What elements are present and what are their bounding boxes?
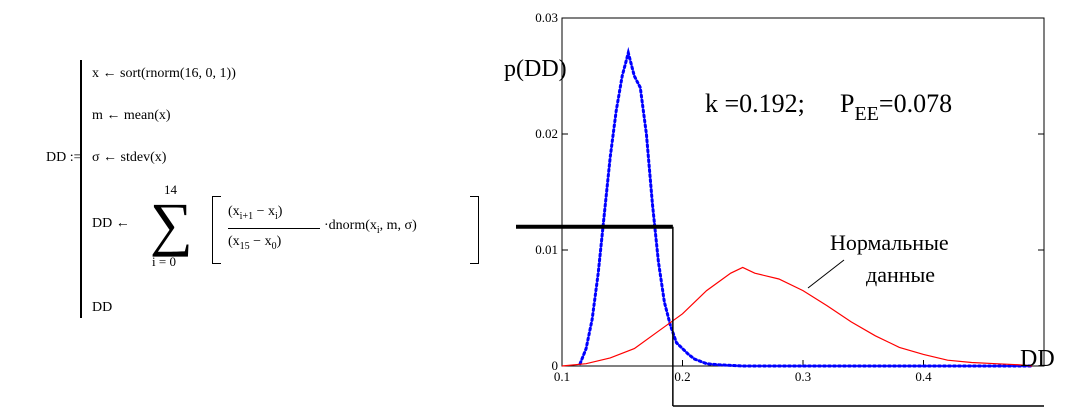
program-line-mean: m ← mean(x) (92, 108, 171, 123)
fraction-numerator: (xi+1 − xi) (228, 204, 283, 222)
x-tick-label: 0.4 (915, 369, 932, 384)
sum-lhs: DD ← (92, 216, 130, 231)
right-bracket (470, 196, 479, 264)
dnorm-call: ·dnorm(xi, m, σ) (324, 218, 417, 236)
program-bracket (80, 60, 82, 318)
y-tick-label: 0 (552, 358, 559, 373)
series-line-0 (578, 46, 1034, 368)
normal-label-line1: Нормальные (830, 230, 949, 255)
program-line-sort: x ← sort(rnorm(16, 0, 1)) (92, 66, 236, 81)
sum-upper-limit: 14 (164, 182, 177, 197)
sigma-sum-icon: ∑ (150, 191, 193, 257)
normal-label-line2: данные (866, 262, 935, 287)
mathcad-program: DD := x ← sort(rnorm(16, 0, 1)) m ← mean… (0, 0, 500, 407)
annotation-p: PEE=0.078 (840, 89, 952, 125)
fraction-bar (228, 228, 320, 229)
series-line-1 (561, 266, 1033, 367)
y-tick-label: 0.01 (535, 242, 558, 257)
x-tick-label: 0.2 (674, 369, 690, 384)
plot-frame (561, 17, 1045, 367)
program-line-return: DD (92, 300, 113, 315)
program-lhs: DD := (46, 150, 82, 165)
chart-svg: 0 0.01 0.02 0.03 0.1 0.2 0.3 0.4 p(DD) DD k =0.… (504, 10, 1055, 407)
program-line-stdev: σ ← stdev(x) (92, 150, 167, 165)
fraction-denominator: (x15 − x0) (228, 234, 282, 252)
sum-lower-limit: i = 0 (152, 254, 176, 269)
sum-expression: DD ← 14 ∑ i = 0 (xi+1 − xi) (x15 − x0) ·… (92, 182, 492, 274)
x-tick-label: 0.1 (554, 369, 570, 384)
x-axis-label: DD (1020, 346, 1055, 372)
y-tick-label: 0.02 (535, 126, 558, 141)
x-tick-label: 0.3 (795, 369, 811, 384)
normal-label-pointer (807, 259, 845, 289)
left-bracket (212, 196, 221, 264)
density-chart: 0 0.01 0.02 0.03 0.1 0.2 0.3 0.4 p(DD) DD k =0.… (500, 0, 1071, 407)
y-tick-label: 0.03 (535, 10, 558, 25)
y-axis-label: p(DD) (504, 56, 567, 82)
annotation-k: k =0.192; (705, 89, 805, 118)
